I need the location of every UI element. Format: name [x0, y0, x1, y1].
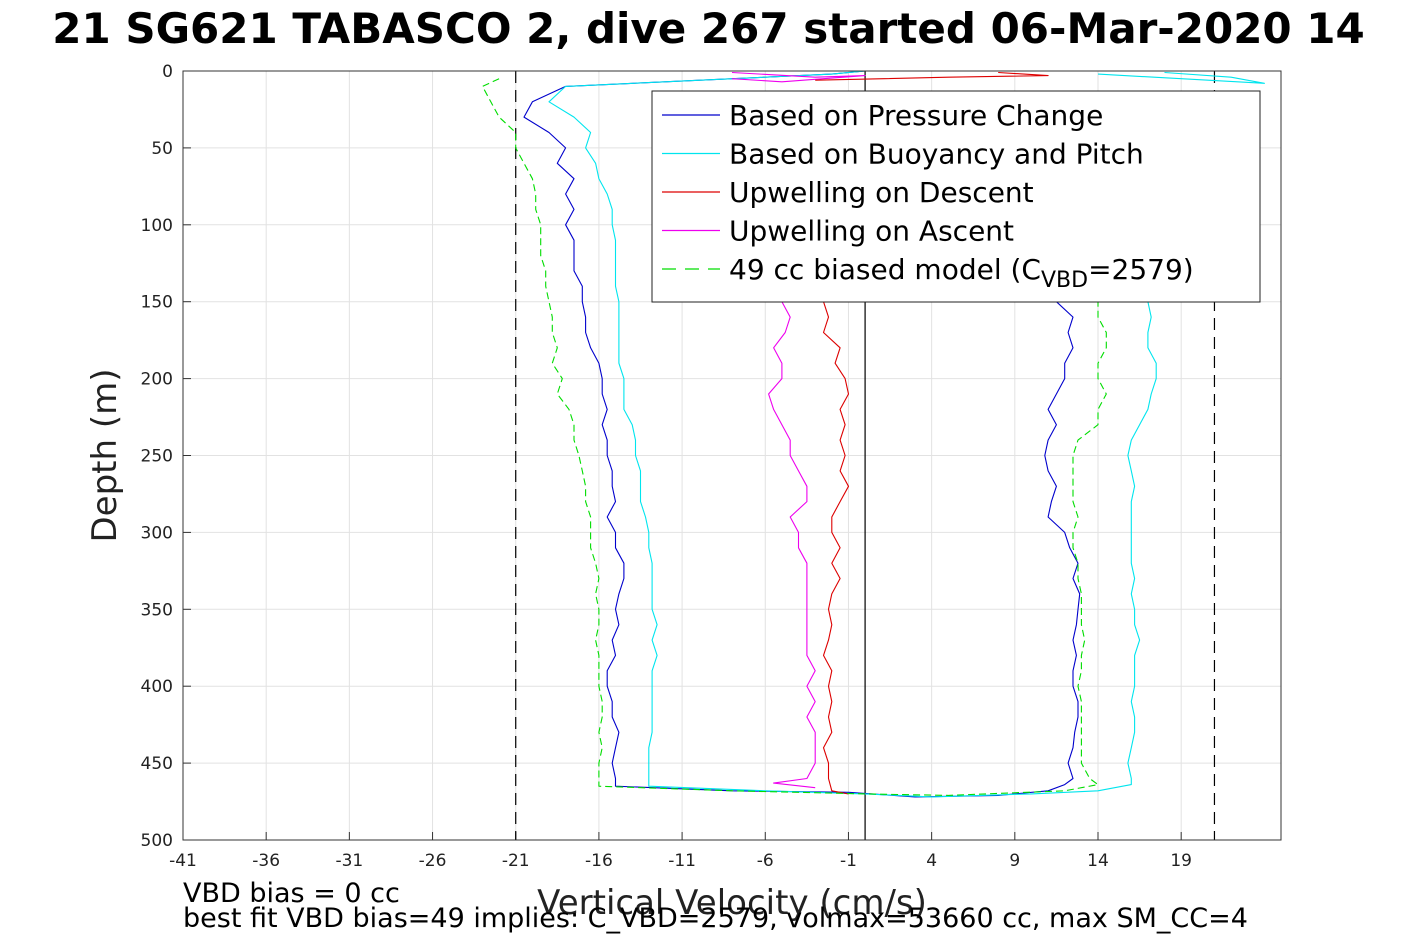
y-tick-label: 0: [162, 62, 173, 82]
x-tick-label: 19: [1170, 851, 1192, 871]
y-tick-label: 300: [141, 523, 173, 543]
y-tick-label: 500: [141, 831, 173, 851]
y-tick-label: 450: [141, 754, 173, 774]
x-axis-label: Vertical Velocity (cm/s): [537, 883, 927, 923]
series-line-pressure: [523, 70, 1081, 798]
x-tick-label: -21: [502, 851, 530, 871]
x-tick-label: -31: [335, 851, 363, 871]
x-tick-label: -41: [169, 851, 197, 871]
series-line-model: [481, 78, 1107, 796]
y-tick-label: 400: [141, 677, 173, 697]
series-line-upwell-descent: [822, 301, 850, 795]
y-tick-label: 50: [151, 139, 173, 159]
y-axis-label: Depth (m): [85, 368, 125, 542]
x-tick-label: -1: [840, 851, 857, 871]
series-group: [481, 70, 1265, 798]
y-tick-label: 200: [141, 370, 173, 390]
x-tick-label: -16: [585, 851, 613, 871]
series-line-upwell-ascent: [768, 301, 816, 789]
plot-frame: [182, 70, 1282, 841]
chart-title: 21 SG621 TABASCO 2, dive 267 started 06-…: [52, 4, 1365, 53]
legend: Based on Pressure Change Based on Buoyanc…: [651, 90, 1261, 303]
footer-bias-text: VBD bias = 0 cc: [183, 878, 400, 909]
x-tick-label: -26: [419, 851, 447, 871]
series-line-buoyancy: [548, 70, 1157, 798]
series-line-ascent-surface: [731, 71, 866, 83]
y-tick-label: 350: [141, 600, 173, 620]
y-tick-label: 150: [141, 293, 173, 313]
series-line-buoyancy-surface: [1097, 71, 1265, 84]
legend-label-upwell-descent: Upwelling on Descent: [729, 176, 1034, 209]
x-tick-label: -6: [757, 851, 774, 871]
y-tick-label: 250: [141, 447, 173, 467]
legend-label-upwell-ascent: Upwelling on Ascent: [729, 215, 1014, 248]
legend-label-buoyancy: Based on Buoyancy and Pitch: [729, 138, 1144, 171]
legend-box: [651, 90, 1261, 303]
y-tick-labels: 0 50 100 150 200 250 300 350 400 450 500: [141, 62, 173, 851]
series-line-descent-surface: [815, 71, 1049, 81]
x-tick-labels: -41 -36 -31 -26 -21 -16 -11 -6 -1 4 9 14 19: [169, 851, 1192, 871]
legend-label-pressure: Based on Pressure Change: [729, 99, 1103, 132]
x-tick-label: -11: [668, 851, 696, 871]
legend-label-model: 49 cc biased model (CVBD=2579): [729, 253, 1194, 293]
footer-bestfit-text: best fit VBD bias=49 implies: C_VBD=2579…: [183, 903, 1248, 934]
x-tick-label: 4: [926, 851, 937, 871]
x-tick-label: -36: [252, 851, 280, 871]
y-tick-label: 100: [141, 216, 173, 236]
x-tick-label: 9: [1009, 851, 1020, 871]
x-tick-label: 14: [1087, 851, 1109, 871]
